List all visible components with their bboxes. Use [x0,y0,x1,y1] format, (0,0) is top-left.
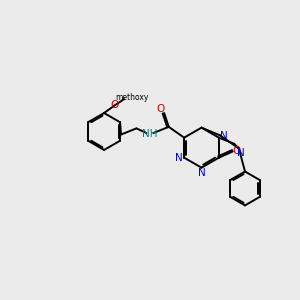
Text: O: O [232,146,241,157]
Text: NH: NH [142,129,157,139]
Text: O: O [111,100,119,110]
Text: N: N [220,131,227,141]
Text: N: N [236,148,244,158]
Text: methoxy: methoxy [115,93,148,102]
Text: O: O [156,104,164,114]
Text: N: N [198,168,206,178]
Text: N: N [175,153,183,163]
